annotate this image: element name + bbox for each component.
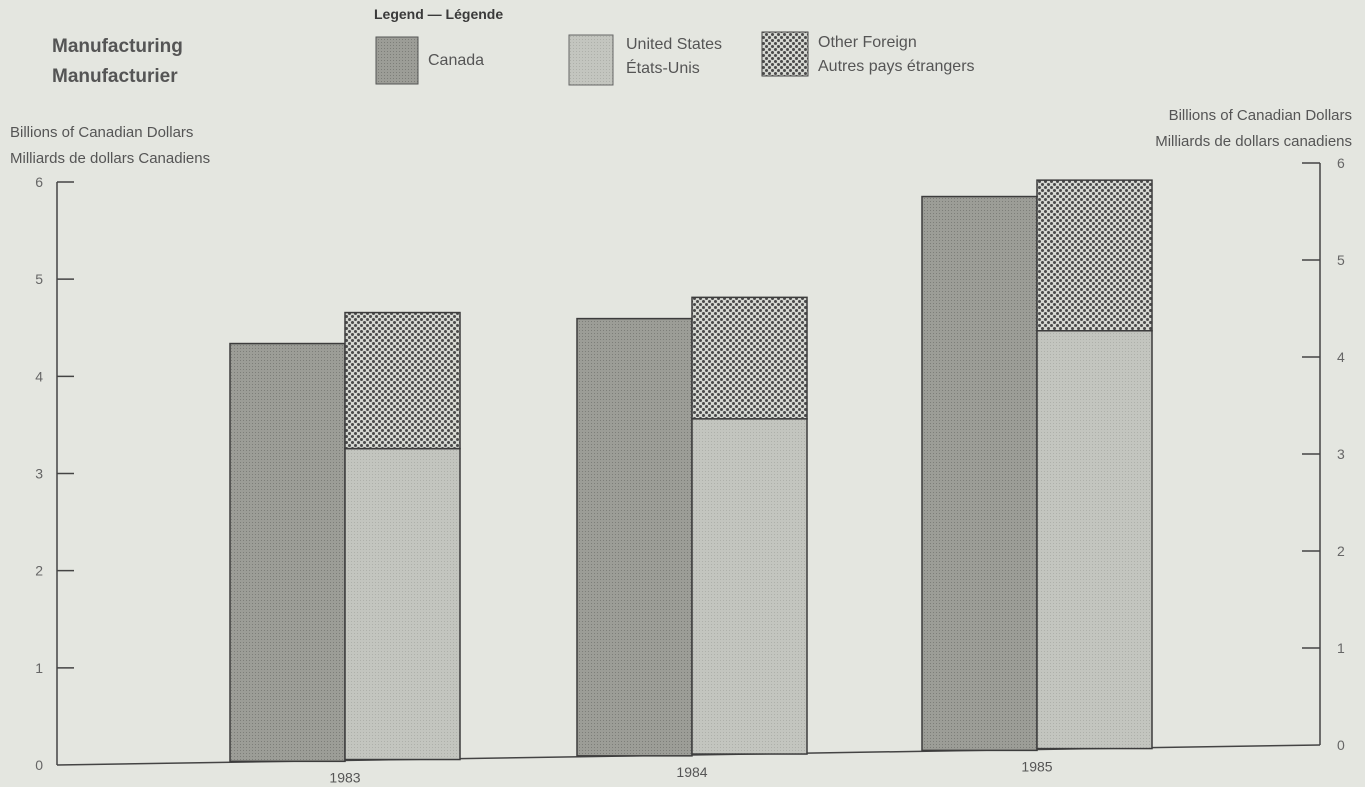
legend-label-other-foreign: Other Foreign	[818, 34, 917, 51]
bar-united-states-1983	[344, 447, 461, 761]
bars-group	[229, 179, 1153, 763]
right-tick-label-3: 3	[1337, 446, 1345, 462]
bar-united-states-1984	[691, 418, 808, 755]
bar-other-foreign-1984	[691, 296, 808, 420]
left-tick-label-5: 5	[35, 271, 43, 287]
bar-canada-1985	[921, 195, 1038, 752]
legend-label-united-states: United States	[626, 36, 722, 53]
left-tick-label-1: 1	[35, 660, 43, 676]
legend-swatch-canada	[375, 36, 419, 85]
category-label-1984: 1984	[676, 764, 707, 780]
right-tick-label-1: 1	[1337, 640, 1345, 656]
left-tick-label-3: 3	[35, 466, 43, 482]
right-y-ticks: 0 1 2 3 4 5 6	[1302, 155, 1345, 753]
right-axis-title-line1: Billions of Canadian Dollars	[1169, 107, 1352, 124]
bar-united-states-1985	[1036, 330, 1153, 750]
bar-other-foreign-1985	[1036, 179, 1153, 332]
left-tick-label-6: 6	[35, 174, 43, 190]
chart-title-line2: Manufacturier	[52, 66, 178, 87]
category-label-1985: 1985	[1021, 758, 1052, 774]
category-labels: 1983 1984 1985	[329, 758, 1052, 785]
right-axis-title-line2: Milliards de dollars canadiens	[1155, 133, 1352, 150]
left-y-ticks: 0 1 2 3 4 5 6	[35, 174, 74, 773]
legend-label-canada: Canada	[428, 52, 484, 69]
legend-label-autres-pays: Autres pays étrangers	[818, 58, 975, 75]
left-axis-title-line2: Milliards de dollars Canadiens	[10, 150, 210, 167]
bar-canada-1984	[576, 317, 693, 757]
bar-other-foreign-1983	[344, 311, 461, 450]
legend-heading: Legend — Légende	[374, 6, 503, 22]
category-label-1983: 1983	[329, 769, 360, 785]
left-axis-title-line1: Billions of Canadian Dollars	[10, 124, 193, 141]
right-tick-label-0: 0	[1337, 737, 1345, 753]
right-tick-label-4: 4	[1337, 349, 1345, 365]
legend-swatch-united-states	[568, 34, 614, 86]
left-tick-label-0: 0	[35, 757, 43, 773]
chart-title-line1: Manufacturing	[52, 36, 183, 57]
right-tick-label-2: 2	[1337, 543, 1345, 559]
right-tick-label-6: 6	[1337, 155, 1345, 171]
left-tick-label-4: 4	[35, 368, 43, 384]
legend-swatch-other-foreign	[761, 31, 809, 77]
bar-canada-1983	[229, 342, 346, 763]
right-tick-label-5: 5	[1337, 252, 1345, 268]
left-tick-label-2: 2	[35, 563, 43, 579]
legend-label-etats-unis: États-Unis	[626, 58, 700, 77]
